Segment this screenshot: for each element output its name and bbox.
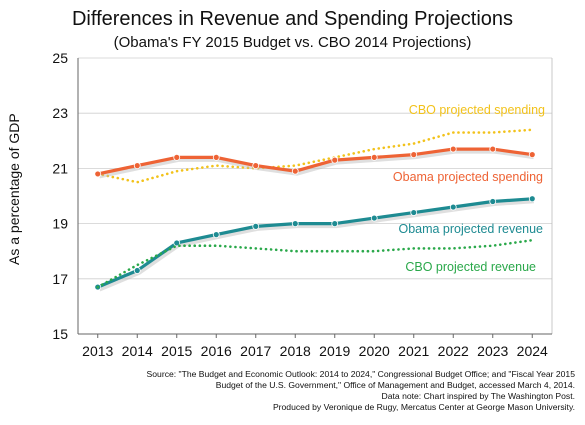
y-tick-label: 19	[52, 216, 68, 232]
x-tick-label: 2014	[122, 343, 153, 359]
data-point	[449, 145, 457, 153]
data-point	[212, 153, 220, 161]
x-tick-label: 2020	[359, 343, 390, 359]
series-label: Obama projected spending	[393, 170, 543, 184]
data-point	[173, 153, 181, 161]
data-point	[370, 153, 378, 161]
data-point	[331, 220, 339, 228]
x-tick-label: 2022	[438, 343, 469, 359]
data-point	[410, 209, 418, 216]
series-shadow	[98, 148, 535, 179]
series-line	[96, 128, 534, 184]
data-point	[489, 145, 497, 153]
data-point	[291, 167, 299, 175]
data-point	[133, 162, 141, 170]
source-line: Source: "The Budget and Economic Outlook…	[146, 369, 575, 379]
x-tick-label: 2016	[201, 343, 232, 359]
series-label: Obama projected revenue	[398, 222, 543, 236]
x-tick-label: 2015	[161, 343, 192, 359]
x-tick-label: 2019	[319, 343, 350, 359]
data-point	[94, 170, 102, 178]
y-tick-label: 15	[52, 326, 68, 342]
x-tick-label: 2024	[517, 343, 548, 359]
data-point	[489, 198, 497, 205]
series-line	[96, 238, 534, 289]
source-line: Data note: Chart inspired by The Washing…	[381, 391, 575, 401]
x-tick-label: 2017	[240, 343, 271, 359]
series-line	[96, 147, 534, 176]
chart-subtitle: (Obama's FY 2015 Budget vs. CBO 2014 Pro…	[113, 34, 472, 51]
data-point	[252, 162, 260, 170]
series-label: CBO projected revenue	[405, 260, 536, 274]
data-point	[212, 231, 220, 239]
data-point	[528, 151, 536, 159]
chart-title: Differences in Revenue and Spending Proj…	[71, 8, 514, 30]
source-line: Budget of the U.S. Government," Office o…	[215, 380, 575, 390]
y-tick-label: 17	[52, 271, 68, 287]
x-tick-label: 2013	[82, 343, 113, 359]
series-label: CBO projected spending	[409, 103, 545, 117]
series-shadow	[98, 198, 534, 292]
data-point	[410, 151, 418, 159]
data-point	[291, 220, 299, 228]
x-tick-label: 2018	[280, 343, 311, 359]
y-tick-label: 23	[52, 105, 68, 121]
series-line	[96, 197, 534, 289]
source-line: Produced by Veronique de Rugy, Mercatus …	[272, 402, 575, 412]
data-point	[331, 156, 339, 164]
data-point	[173, 239, 181, 247]
data-point	[449, 203, 457, 211]
source-note: Source: "The Budget and Economic Outlook…	[55, 369, 575, 413]
x-tick-label: 2021	[398, 343, 429, 359]
data-point	[252, 222, 260, 230]
data-point	[133, 267, 141, 274]
y-tick-label: 21	[52, 160, 68, 176]
x-tick-label: 2023	[477, 343, 508, 359]
data-point	[528, 195, 536, 203]
data-point	[370, 214, 378, 222]
y-tick-label: 25	[52, 50, 68, 66]
